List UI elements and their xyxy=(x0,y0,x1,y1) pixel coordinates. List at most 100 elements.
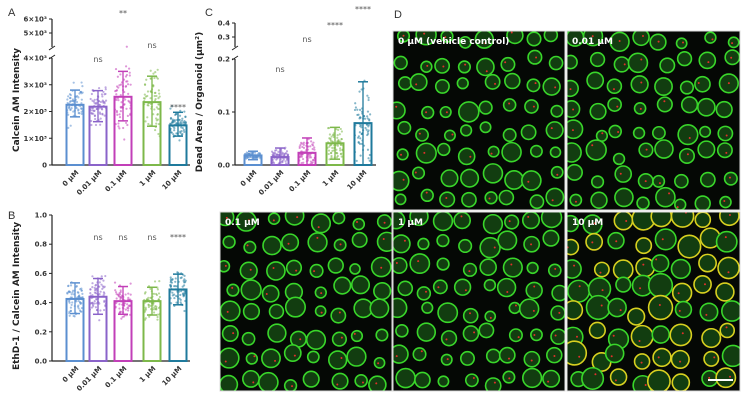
data-point xyxy=(71,99,74,102)
organoid xyxy=(647,272,674,299)
organoid xyxy=(479,121,492,134)
y-tick-label: 0 xyxy=(42,162,47,170)
organoid xyxy=(420,188,434,203)
bar-group: **** 10 µM xyxy=(161,103,188,192)
dead-cell-marker xyxy=(616,105,619,108)
organoid xyxy=(267,323,287,343)
data-point xyxy=(117,86,120,89)
data-point xyxy=(78,112,81,115)
organoid xyxy=(393,101,406,120)
organoid xyxy=(240,279,262,301)
organoid xyxy=(420,60,433,73)
dead-cell-marker xyxy=(425,191,428,194)
data-point xyxy=(124,65,128,68)
data-point xyxy=(367,157,370,160)
organoid xyxy=(585,139,607,161)
data-point xyxy=(69,108,72,111)
data-point xyxy=(336,134,339,137)
data-point xyxy=(67,126,70,129)
data-point xyxy=(182,128,185,132)
organoid xyxy=(646,369,671,391)
data-point xyxy=(272,160,275,164)
data-point xyxy=(129,293,132,296)
data-point xyxy=(120,317,123,320)
data-point xyxy=(286,153,290,156)
organoid xyxy=(440,169,459,188)
data-point xyxy=(67,95,70,98)
dead-cell-marker xyxy=(484,42,487,45)
organoid xyxy=(508,301,521,315)
organoid xyxy=(677,234,702,259)
data-point xyxy=(179,301,182,304)
data-point xyxy=(275,158,278,161)
organoid xyxy=(397,120,412,135)
organoid xyxy=(526,261,539,275)
data-point xyxy=(123,138,126,141)
organoid xyxy=(567,54,578,70)
organoid xyxy=(235,212,257,232)
dead-cell-marker xyxy=(316,236,319,239)
data-point xyxy=(181,126,184,130)
data-point xyxy=(336,144,339,147)
data-point xyxy=(90,123,93,127)
dead-cell-marker xyxy=(729,375,732,378)
organoid xyxy=(373,356,386,369)
data-point xyxy=(173,129,176,132)
dead-cell-marker xyxy=(644,383,647,386)
x-tick-label: 0.1 µM xyxy=(104,169,129,194)
organoid xyxy=(698,253,717,273)
data-point xyxy=(97,86,101,90)
organoid xyxy=(606,78,623,94)
panel-label-a: A xyxy=(8,7,16,19)
data-point xyxy=(156,288,159,291)
dead-cell-marker xyxy=(623,63,626,66)
dead-cell-marker xyxy=(504,61,507,64)
data-point xyxy=(152,311,156,314)
data-point xyxy=(126,303,129,306)
dead-cell-marker xyxy=(601,132,604,135)
data-point xyxy=(340,137,343,141)
data-point xyxy=(103,114,106,117)
organoid xyxy=(530,328,543,342)
y-tick-label: 1.0 xyxy=(35,212,48,220)
data-point xyxy=(300,161,303,165)
organoid xyxy=(432,212,454,232)
data-point xyxy=(125,45,128,48)
organoids xyxy=(393,31,565,210)
data-point xyxy=(98,302,101,305)
organoid xyxy=(630,75,649,94)
organoid xyxy=(569,193,583,207)
x-tick-label: 0 µM xyxy=(239,169,258,188)
x-tick-label: 1 µM xyxy=(321,169,340,188)
data-point xyxy=(127,99,130,103)
dead-cell-marker xyxy=(668,192,671,195)
data-point xyxy=(104,92,107,96)
organoid xyxy=(393,234,411,254)
dead-cell-marker xyxy=(686,153,689,156)
data-point xyxy=(115,291,118,294)
organoid xyxy=(504,72,521,90)
data-point xyxy=(116,113,119,116)
data-point xyxy=(171,121,174,124)
dead-cell-marker xyxy=(640,58,643,61)
x-tick-label: 10 µM xyxy=(161,365,184,388)
organoid xyxy=(436,233,450,248)
y-tick-label: 0.6 xyxy=(35,270,48,278)
organoid xyxy=(439,191,456,208)
organoid xyxy=(330,307,347,324)
dead-cell-marker xyxy=(639,107,642,110)
data-point xyxy=(94,123,98,127)
organoid xyxy=(654,77,673,97)
data-point xyxy=(156,118,160,121)
organoid xyxy=(567,79,579,98)
dead-cell-marker xyxy=(231,286,234,289)
organoid xyxy=(508,328,523,343)
organoid xyxy=(651,325,671,344)
data-point xyxy=(67,290,71,293)
data-point xyxy=(369,113,372,116)
organoid xyxy=(459,350,475,366)
image-label: 1 µM xyxy=(398,218,423,228)
significance-label: ns xyxy=(93,55,102,64)
organoid xyxy=(694,195,711,210)
dead-cell-marker xyxy=(728,214,731,217)
